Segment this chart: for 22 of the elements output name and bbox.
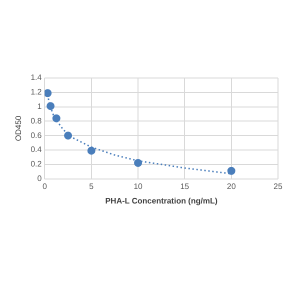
y-tick-label: 1.2 [30, 88, 42, 97]
y-axis-title: OD450 [14, 115, 24, 142]
y-tick-label: 0.6 [30, 130, 42, 140]
point [64, 132, 72, 140]
x-tick-label: 5 [89, 182, 94, 191]
point [134, 158, 142, 167]
point [227, 166, 236, 175]
point [52, 114, 60, 122]
y-tick-label: 0.8 [30, 116, 42, 126]
x-tick-label: 20 [226, 182, 236, 191]
y-tick-label: 0.4 [30, 145, 42, 154]
x-tick-label: 15 [180, 182, 190, 191]
y-tick-label: 0 [37, 174, 42, 184]
y-tick-label: 0.2 [30, 160, 42, 169]
y-tick-label: 1.4 [30, 73, 42, 82]
x-axis-title: PHA-L Concentration (ng/mL) [105, 196, 218, 206]
y-tick-label: 1 [37, 102, 42, 112]
x-tick-label: 25 [274, 182, 283, 191]
point [44, 89, 52, 98]
point [46, 102, 55, 110]
x-tick-label: 10 [134, 182, 144, 191]
point [87, 146, 96, 155]
